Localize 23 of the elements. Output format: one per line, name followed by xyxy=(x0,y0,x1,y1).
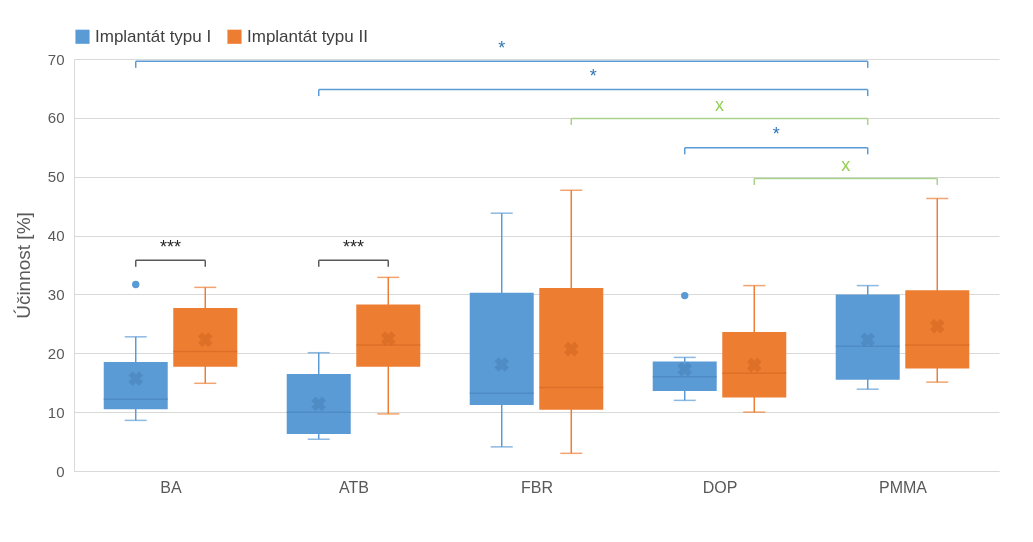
x-tick-label: BA xyxy=(160,478,182,496)
y-tick-label: 40 xyxy=(47,227,65,245)
x-tick-label: FBR xyxy=(521,478,553,496)
y-tick-label: 30 xyxy=(47,285,65,303)
annotation: x xyxy=(841,154,851,175)
x-tick-label: DOP xyxy=(702,478,738,496)
x-tick-label: PMMA xyxy=(879,478,928,496)
y-tick-label: 60 xyxy=(47,109,65,127)
x-tick-label: ATB xyxy=(339,478,369,496)
y-axis-title: Účinnost [%] xyxy=(12,212,34,319)
legend-label: Implantát typu I xyxy=(95,26,212,46)
annotation: *** xyxy=(159,236,182,257)
y-tick-label: 20 xyxy=(47,344,65,362)
y-tick-label: 10 xyxy=(47,403,65,421)
text: * xyxy=(498,37,506,58)
y-tick-label: 50 xyxy=(47,168,65,186)
annotation: * xyxy=(772,124,780,145)
y-tick-label: 0 xyxy=(56,462,65,480)
annotation: x xyxy=(715,94,724,115)
annotation: *** xyxy=(342,236,365,257)
legend-label: Implantát typu II xyxy=(247,26,368,46)
annotation: * xyxy=(589,66,597,87)
y-tick-label: 70 xyxy=(47,50,65,68)
